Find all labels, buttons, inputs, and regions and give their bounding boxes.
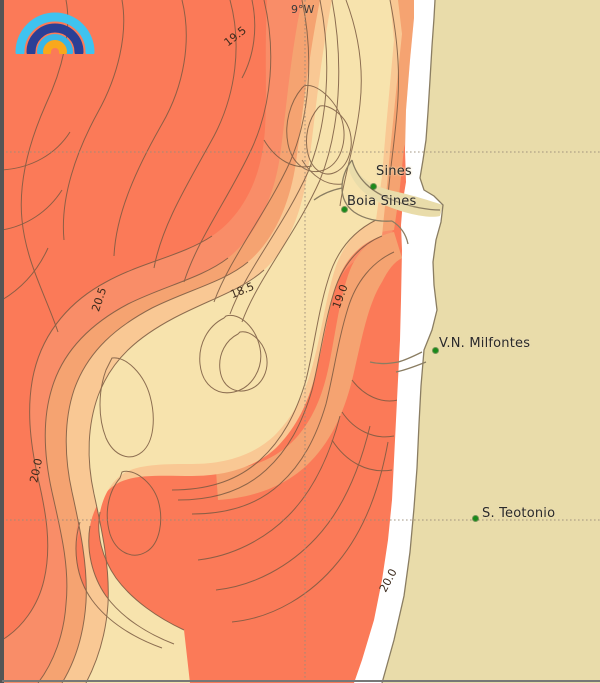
grid-label-9w: 9°W (291, 3, 315, 16)
place-dot-s-teotonio[interactable] (473, 516, 478, 521)
land-layer (313, 0, 600, 683)
place-dot-boia-sines[interactable] (342, 207, 347, 212)
rainbow-logo (14, 2, 96, 57)
place-label-s-teotonio: S. Teotonio (482, 506, 556, 521)
rainbow-logo-icon (15, 12, 95, 57)
contour-lines (2, 0, 400, 683)
place-dot-sines[interactable] (371, 184, 376, 189)
place-label-vn-milfontes: V.N. Milfontes (439, 336, 531, 351)
place-dot-vn-milfontes[interactable] (433, 348, 438, 353)
place-label-sines: Sines (376, 164, 412, 179)
place-label-boia-sines: Boia Sines (347, 194, 417, 209)
coastline (313, 0, 444, 683)
